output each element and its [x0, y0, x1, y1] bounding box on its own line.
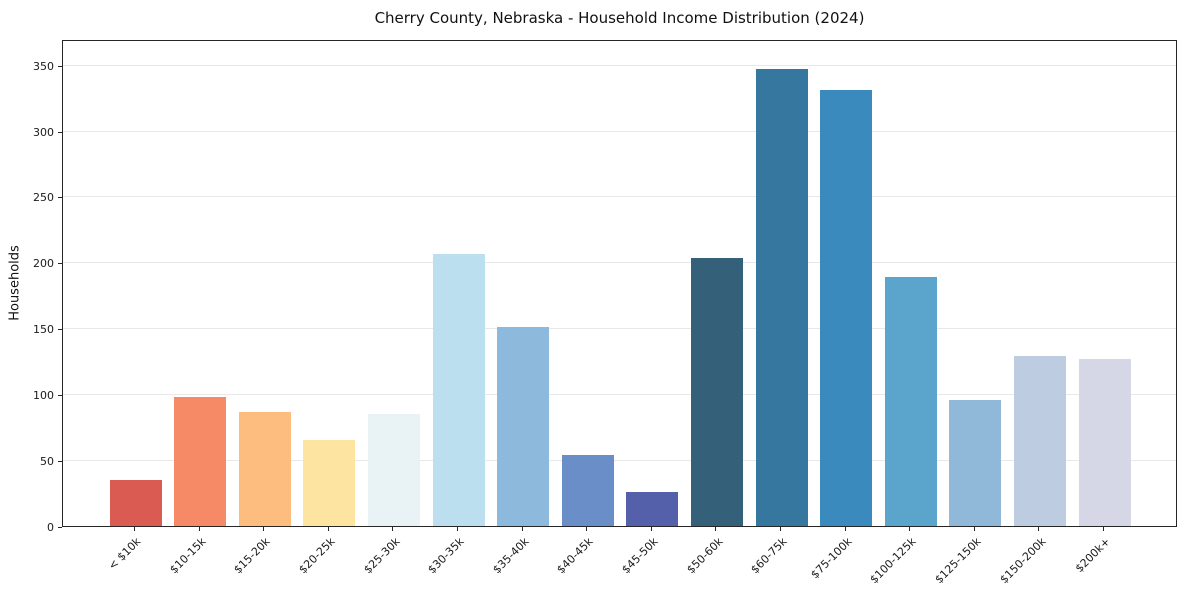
x-tick-label-text: $60-75k — [748, 535, 790, 577]
x-tick-label-text: $50-60k — [683, 535, 726, 577]
x-tick-mark — [521, 527, 523, 531]
y-tick-mark — [58, 263, 62, 265]
x-tick-label-text: $150-200k — [996, 535, 1049, 587]
bar — [109, 479, 162, 526]
y-tick-mark — [58, 394, 62, 396]
gridline — [63, 262, 1176, 264]
x-tick-mark — [909, 527, 911, 531]
bar — [238, 411, 291, 526]
bar — [1078, 358, 1131, 526]
gridline — [63, 459, 1176, 461]
x-tick-mark — [392, 527, 394, 531]
x-tick-label-text: $25-30k — [360, 535, 403, 577]
x-tick-mark — [327, 527, 329, 531]
bar — [561, 454, 614, 526]
x-tick-label-text: $20-25k — [296, 535, 338, 577]
y-tick-mark — [58, 460, 62, 462]
y-tick-label: 150 — [33, 323, 54, 337]
x-tick-mark — [263, 527, 265, 531]
gridline — [63, 130, 1176, 132]
y-tick-label: 350 — [33, 59, 54, 73]
bar — [949, 399, 1002, 526]
x-tick-mark — [780, 527, 781, 531]
x-tick-mark — [1038, 527, 1040, 531]
x-tick-label-text: $75-100k — [808, 535, 855, 582]
x-tick-label-text: $100-125k — [867, 535, 919, 587]
plot-area — [62, 40, 1177, 527]
bar — [367, 414, 420, 526]
bar — [432, 253, 485, 526]
x-tick-label-text: $30-35k — [425, 535, 467, 577]
x-tick-mark — [715, 527, 717, 531]
bar — [690, 257, 743, 526]
y-axis-label: Households — [7, 245, 23, 321]
x-tick-label-text: $45-50k — [619, 535, 661, 577]
gridline — [63, 328, 1176, 330]
x-tick-label-text: $40-45k — [554, 535, 596, 577]
y-tick-mark — [58, 197, 62, 199]
bar — [820, 90, 873, 526]
y-tick-mark — [58, 65, 62, 67]
x-tick-label-text: < $10k — [106, 535, 144, 573]
gridline — [63, 64, 1176, 66]
bar — [1013, 356, 1066, 526]
x-tick-mark — [457, 527, 458, 531]
y-tick-mark — [58, 526, 62, 528]
y-tick-label: 250 — [33, 191, 54, 205]
x-tick-mark — [1103, 527, 1104, 531]
x-tick-mark — [134, 527, 135, 531]
bar — [174, 397, 227, 526]
y-tick-mark — [58, 329, 62, 331]
gridline — [63, 393, 1176, 395]
y-tick-label: 0 — [47, 520, 54, 534]
bar — [303, 440, 356, 526]
bar — [755, 69, 808, 526]
y-tick-label: 50 — [40, 454, 54, 468]
x-tick-label-text: $15-20k — [231, 535, 273, 577]
y-tick-label: 100 — [33, 388, 54, 402]
x-tick-mark — [844, 527, 846, 531]
y-tick-label: 300 — [33, 125, 54, 139]
chart-title: Cherry County, Nebraska - Household Inco… — [374, 9, 865, 27]
x-tick-mark — [973, 527, 975, 531]
bar — [497, 327, 550, 526]
x-tick-label-text: $10-15k — [167, 535, 209, 577]
y-tick-label: 200 — [33, 257, 54, 271]
x-tick-mark — [650, 527, 652, 531]
x-tick-label-text: $35-40k — [490, 535, 532, 577]
bar — [626, 491, 679, 526]
x-tick-label-text: $200k+ — [1072, 535, 1113, 576]
bar — [884, 277, 937, 526]
x-tick-label-text: $125-150k — [932, 535, 984, 587]
x-tick-mark — [586, 527, 588, 531]
gridline — [63, 196, 1176, 198]
y-tick-mark — [58, 131, 62, 133]
x-tick-mark — [198, 527, 200, 531]
